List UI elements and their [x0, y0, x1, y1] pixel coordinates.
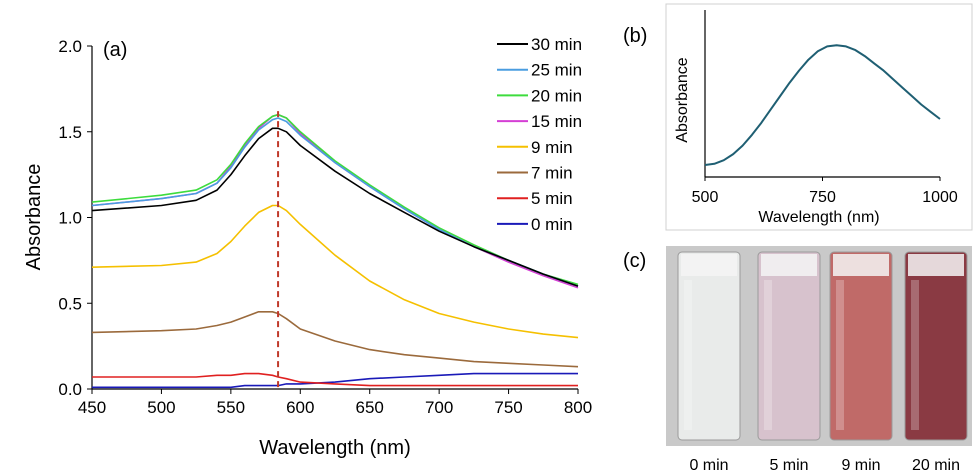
plot-area: [92, 46, 578, 389]
inset-axes: 500 750 1000: [692, 10, 958, 206]
legend-label: 15 min: [531, 112, 582, 131]
inset-series-group: [704, 44, 941, 166]
x-tick-label: 800: [564, 398, 592, 417]
inset-x-axis-label: Wavelength (nm): [758, 209, 879, 226]
y-tick-label: 0.5: [58, 294, 82, 313]
y-axis-label: Absorbance: [23, 164, 45, 271]
x-tick-label: 650: [356, 398, 384, 417]
inset-y-axis-label: Absorbance: [674, 57, 691, 142]
x-tick-label: 550: [217, 398, 245, 417]
y-tick-label: 2.0: [58, 37, 82, 56]
main-absorbance-chart: (a) 450 500 550 600 650 700 750 800 0.0 0.5 1.0 1.5…: [23, 35, 592, 459]
panel-label-c: (c): [623, 250, 647, 272]
photo-caption: 9 min: [841, 457, 881, 474]
cuvette-cap-gap: [908, 254, 964, 276]
series-line-20-min: [91, 113, 579, 286]
x-tick-label: 750: [494, 398, 522, 417]
y-tick-label: 0.0: [58, 380, 82, 399]
series-group: [91, 113, 579, 389]
x-axis-label: Wavelength (nm): [259, 437, 411, 459]
legend: 30 min 25 min 20 min 15 min 9 min 7 min 5 min 0…: [497, 35, 582, 234]
cuvette-cap-gap: [833, 254, 889, 276]
cuvette-highlight: [836, 280, 844, 430]
series-line-9-min: [91, 204, 579, 339]
panel-label-b: (b): [623, 25, 647, 47]
cuvette-highlight: [911, 280, 919, 430]
series-line-30-min: [91, 127, 579, 287]
x-tick-label: 700: [425, 398, 453, 417]
cuvette-cap-gap: [681, 254, 737, 276]
legend-label: 5 min: [531, 189, 573, 208]
cuvette: [829, 251, 893, 441]
y-tick-label: 1.0: [58, 209, 82, 228]
legend-label: 20 min: [531, 86, 582, 105]
legend-label: 0 min: [531, 215, 573, 234]
inset-x-tick-label: 1000: [922, 189, 958, 206]
x-tick-label: 500: [147, 398, 175, 417]
photo-caption: 20 min: [911, 457, 961, 474]
photo-caption: 0 min: [689, 457, 729, 474]
inset-x-tick-label: 500: [692, 189, 719, 206]
inset-frame: [665, 3, 973, 231]
cuvette-highlight: [764, 280, 772, 430]
x-tick-label: 600: [286, 398, 314, 417]
legend-label: 25 min: [531, 61, 582, 80]
cuvette-photo-panel: (c) 0 min 5 min 9 min 20 min: [615, 240, 977, 475]
inset-absorbance-chart: (b) 500 750 1000 Wavelength (nm) Absorbanc…: [623, 3, 973, 231]
legend-label: 30 min: [531, 35, 582, 54]
series-line-7-min: [91, 311, 579, 368]
legend-label: 9 min: [531, 138, 573, 157]
cuvette: [757, 251, 821, 441]
cuvette: [677, 251, 741, 441]
y-tick-label: 1.5: [58, 123, 82, 142]
series-line-0-min: [92, 372, 578, 389]
series-line-5-min: [92, 372, 578, 387]
inset-series-line: [704, 44, 941, 166]
cuvette-cap-gap: [761, 254, 817, 276]
axes: 450 500 550 600 650 700 750 800 0.0 0.5 1.0 1.5 2.0: [58, 37, 592, 417]
panel-label-a: (a): [103, 39, 127, 61]
photo-caption: 5 min: [769, 457, 809, 474]
cuvette-group: [677, 251, 968, 441]
cuvette: [904, 251, 968, 441]
cuvette-highlight: [684, 280, 692, 430]
x-tick-label: 450: [78, 398, 106, 417]
inset-x-tick-label: 750: [809, 189, 836, 206]
legend-label: 7 min: [531, 164, 573, 183]
cuvette-photo: [666, 246, 972, 446]
